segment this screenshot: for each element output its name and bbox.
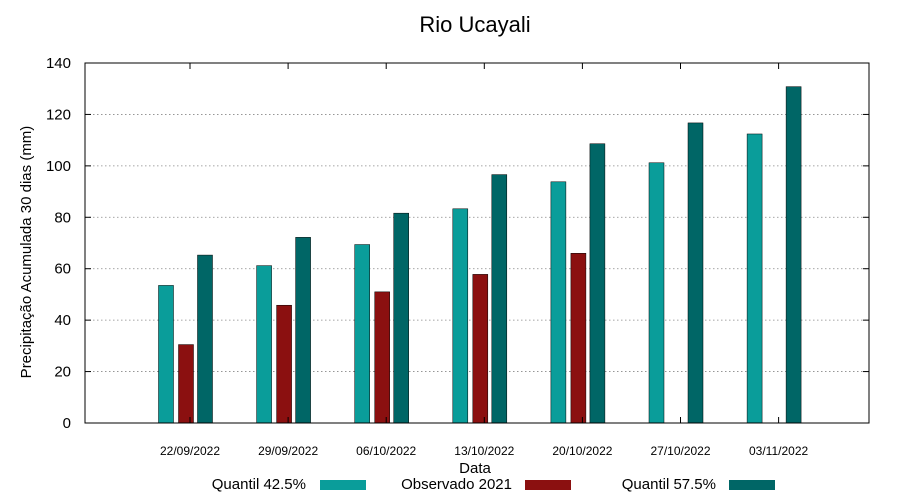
- bar-series-2-cat-1: [295, 237, 311, 424]
- bar-series-0-cat-6: [746, 133, 763, 424]
- bar-series-1-cat-0: [178, 344, 194, 424]
- y-tick-label: 100: [46, 158, 71, 175]
- x-tick-label: 27/10/2022: [650, 444, 710, 458]
- bar-series-1-cat-3: [472, 274, 489, 424]
- legend-label-0: Quantil 42.5%: [212, 476, 306, 493]
- chart-title: Rio Ucayali: [419, 12, 530, 37]
- y-tick-label: 60: [54, 261, 71, 278]
- y-axis-label: Precipitação Acumulada 30 dias (mm): [18, 126, 35, 379]
- bars: [158, 86, 802, 424]
- y-tick-label: 20: [54, 364, 71, 381]
- x-tick-label: 13/10/2022: [454, 444, 514, 458]
- legend-label-2: Quantil 57.5%: [622, 476, 716, 493]
- bar-series-1-cat-4: [570, 253, 587, 424]
- y-tick-label: 140: [46, 55, 71, 72]
- bar-series-0-cat-2: [354, 244, 370, 424]
- y-tick-label: 120: [46, 106, 71, 123]
- bar-series-0-cat-3: [452, 208, 469, 424]
- bar-series-2-cat-0: [197, 254, 213, 424]
- bar-series-2-cat-3: [491, 174, 508, 424]
- y-tick-label: 80: [54, 209, 71, 226]
- bar-series-0-cat-0: [158, 285, 174, 424]
- bar-series-0-cat-1: [256, 265, 272, 424]
- legend: Quantil 42.5% Observado 2021 Quantil 57.5%: [212, 476, 775, 493]
- x-tick-label: 22/09/2022: [160, 444, 220, 458]
- y-tick-label: 0: [63, 415, 71, 432]
- bar-series-0-cat-5: [648, 162, 665, 424]
- x-axis-ticks: 22/09/2022 29/09/2022 06/10/2022 13/10/2022…: [160, 63, 809, 458]
- bar-series-1-cat-1: [276, 304, 292, 424]
- legend-label-1: Observado 2021: [401, 476, 512, 493]
- bar-series-2-cat-6: [785, 86, 802, 424]
- plot-frame: [84, 62, 870, 424]
- y-axis-ticks: 0 20 40 60 80 100 120 140: [46, 55, 869, 432]
- x-tick-label: 06/10/2022: [356, 444, 416, 458]
- legend-swatch-2: [729, 480, 775, 490]
- legend-swatch-0: [320, 480, 366, 490]
- y-tick-label: 40: [54, 312, 71, 329]
- bar-series-1-cat-2: [374, 291, 390, 424]
- bar-series-0-cat-4: [550, 181, 567, 424]
- x-tick-label: 20/10/2022: [552, 444, 612, 458]
- x-tick-label: 29/09/2022: [258, 444, 318, 458]
- bar-series-2-cat-5: [687, 122, 704, 424]
- bar-series-2-cat-4: [589, 143, 606, 424]
- legend-swatch-1: [525, 480, 571, 490]
- bar-series-2-cat-2: [393, 212, 409, 424]
- x-tick-label: 03/11/2022: [749, 444, 808, 458]
- x-axis-label: Data: [459, 460, 491, 477]
